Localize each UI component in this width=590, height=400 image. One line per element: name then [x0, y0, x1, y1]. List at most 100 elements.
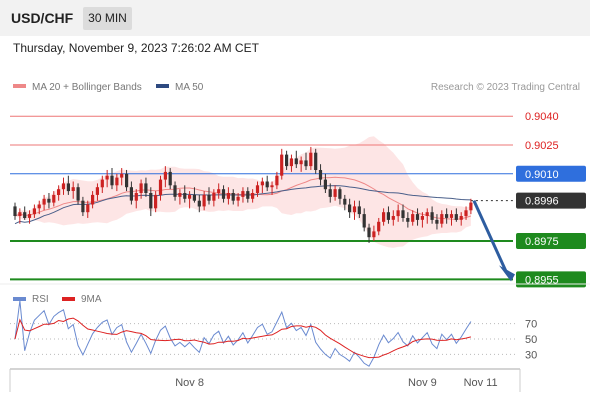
time-label-nov-9: Nov 9 — [408, 377, 437, 389]
candle-body — [241, 191, 245, 197]
candle-body — [207, 194, 211, 201]
pivot-label-0.9010: 0.9010 — [525, 169, 559, 181]
candle-body — [221, 189, 226, 199]
candle-body — [289, 158, 293, 167]
candle-body — [134, 193, 138, 201]
candle-body — [309, 152, 313, 167]
candle-body — [23, 212, 27, 218]
rsi-legend-label: RSI — [32, 294, 49, 305]
candle-body — [314, 152, 318, 170]
candle-body — [352, 206, 357, 213]
candle-body — [304, 160, 308, 167]
candle-body — [42, 198, 46, 205]
candle-body — [255, 185, 260, 193]
candle-body — [265, 181, 269, 188]
rsi-tick-30: 30 — [525, 349, 537, 361]
candle-body — [280, 154, 284, 176]
candle-body — [323, 179, 327, 190]
candle-body — [415, 214, 420, 220]
candle-body — [168, 171, 172, 186]
time-label-nov-11: Nov 11 — [464, 377, 498, 389]
candle-body — [52, 194, 56, 203]
candle-body — [435, 219, 439, 224]
ma20-legend-swatch — [13, 84, 26, 88]
rsi-ma-legend-swatch — [62, 297, 75, 301]
candle-body — [362, 214, 366, 228]
top-bar: USD/CHF 30 MIN — [0, 0, 590, 36]
candle-body — [129, 187, 133, 201]
candle-body — [110, 175, 114, 186]
support-tag-0.8975 — [516, 233, 586, 249]
candle-body — [348, 204, 352, 213]
candle-body — [338, 189, 342, 199]
candle-body — [71, 187, 75, 191]
candle-body — [173, 185, 177, 197]
candle-body — [212, 193, 216, 201]
candle-body — [178, 193, 182, 197]
candle-body — [464, 210, 468, 217]
candle-body — [396, 210, 400, 217]
candle-body — [401, 210, 405, 218]
candle-body — [13, 206, 17, 216]
candle-body — [47, 198, 51, 203]
candle-body — [158, 179, 163, 195]
candle-body — [149, 193, 153, 209]
candle-body — [275, 175, 279, 186]
support-label-0.8975: 0.8975 — [525, 236, 559, 248]
time-axis: Nov 8 Nov 9 Nov 11 — [9, 368, 521, 392]
rsi-panel: 70 50 30 — [10, 300, 537, 367]
candle-body — [382, 212, 386, 222]
candle-body — [100, 179, 104, 188]
candle-body — [372, 231, 376, 238]
ma20-legend-label: MA 20 + Bollinger Bands — [32, 82, 142, 93]
resistance-tag-0.9040 — [516, 108, 586, 125]
candle-body — [459, 216, 463, 220]
candle-body — [226, 193, 230, 199]
candle-body — [469, 202, 473, 211]
candle-body — [139, 183, 143, 193]
price-panel: 0.9040 0.9025 0.9010 0.8996 0.8975 0.8955 — [10, 108, 586, 288]
ma50-legend-label: MA 50 — [175, 82, 204, 93]
candle-body — [270, 185, 274, 188]
candle-body — [386, 212, 390, 220]
candle-body — [377, 221, 381, 232]
candle-body — [236, 196, 240, 201]
candle-body — [76, 187, 80, 201]
candle-body — [328, 189, 332, 197]
rsi-legend: RSI 9MA — [13, 294, 102, 305]
candle-body — [115, 177, 119, 186]
candle-body — [425, 212, 429, 216]
candle-body — [391, 216, 395, 220]
candle-body — [32, 208, 36, 215]
ma50-legend-swatch — [156, 84, 169, 88]
candle-body — [120, 173, 124, 178]
candle-body — [449, 214, 454, 218]
candle-body — [454, 214, 458, 220]
candle-body — [192, 194, 196, 201]
candle-body — [61, 183, 66, 190]
candle-body — [18, 212, 22, 216]
candle-body — [430, 212, 434, 220]
candle-body — [406, 218, 410, 222]
candle-body — [37, 204, 41, 209]
candle-body — [294, 158, 298, 165]
candle-body — [125, 173, 129, 188]
resistance-label-0.9025: 0.9025 — [525, 140, 559, 152]
candle-body — [105, 175, 109, 180]
candle-body — [285, 154, 289, 167]
support-tag-0.8955 — [516, 271, 586, 288]
forecast-arrow-head — [499, 265, 515, 282]
rsi-ma-legend-label: 9MA — [81, 294, 102, 305]
candle-body — [197, 200, 201, 207]
candle-body — [66, 183, 70, 192]
current-label-0.8996: 0.8996 — [525, 196, 559, 208]
candle-body — [318, 170, 323, 180]
candle-body — [260, 181, 264, 186]
resistance-tag-0.9025 — [516, 137, 586, 153]
candle-body — [231, 193, 235, 201]
candle-body — [411, 214, 415, 222]
timeframe-badge[interactable]: 30 MIN — [83, 7, 132, 30]
candle-body — [440, 214, 444, 224]
candle-body — [57, 189, 61, 195]
